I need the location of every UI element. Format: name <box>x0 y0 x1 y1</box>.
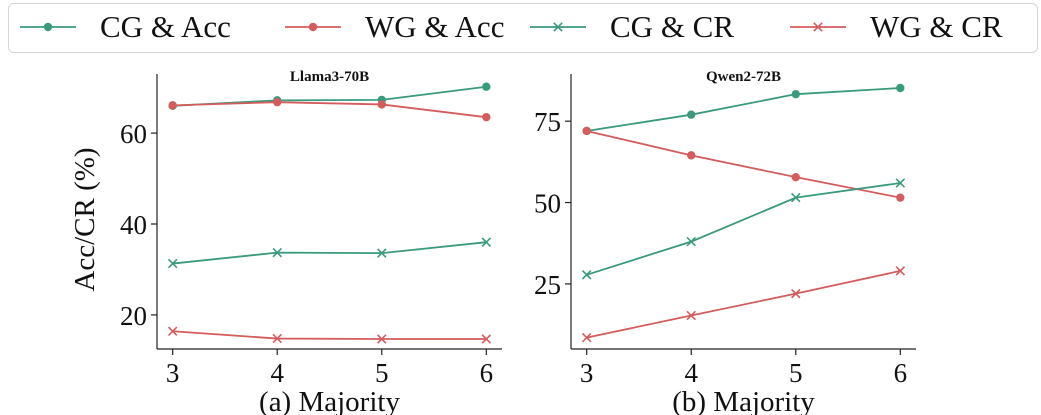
data-point <box>482 82 491 91</box>
legend-label: CG & CR <box>610 9 734 44</box>
x-tick-label: 6 <box>480 358 494 388</box>
data-point <box>687 151 696 160</box>
data-point <box>895 266 906 276</box>
y-tick-label: 25 <box>534 270 561 300</box>
x-tick-label: 6 <box>894 358 908 388</box>
legend-label: WG & Acc <box>365 9 504 44</box>
series-line <box>586 130 901 199</box>
legend-entries: CG & Acc WG & Acc CG & CR WG & CR <box>20 9 1003 44</box>
series-cg-and-acc <box>582 83 905 136</box>
x-tick-label: 5 <box>789 358 803 388</box>
legend-x-marker <box>553 22 563 32</box>
data-point <box>377 334 387 344</box>
data-point <box>791 89 800 99</box>
data-point <box>895 178 906 188</box>
data-point <box>168 101 177 110</box>
legend-item-cg-and-cr: CG & CR <box>530 9 734 44</box>
x-tick-label: 3 <box>580 358 594 388</box>
data-point <box>686 310 696 321</box>
data-point <box>167 326 178 337</box>
y-tick-label: 20 <box>120 301 147 331</box>
chart-panel-1: Llama3-70B 3 4 5 6 20 40 60 (a) Majority Acc/CR (… <box>69 69 502 415</box>
series-cg-and-cr <box>167 237 492 269</box>
data-point <box>581 270 592 280</box>
legend-item-wg-and-acc: WG & Acc <box>285 9 504 44</box>
y-axis-label: Acc/CR (%) <box>69 147 101 291</box>
data-point <box>272 247 282 258</box>
data-point <box>791 288 801 299</box>
x-tick-label: 3 <box>166 358 180 388</box>
y-tick-label: 40 <box>120 210 147 240</box>
data-point <box>482 112 491 122</box>
data-point <box>791 172 800 182</box>
data-point <box>791 192 801 203</box>
series-cg-and-acc <box>168 82 491 111</box>
x-axis-label: (b) Majority <box>672 386 815 415</box>
series-line <box>172 330 487 340</box>
data-point <box>481 334 492 344</box>
series-wg-and-cr <box>167 326 492 344</box>
legend-item-wg-and-cr: WG & CR <box>790 9 1003 44</box>
series-wg-and-cr <box>581 266 906 343</box>
data-point <box>896 193 905 202</box>
data-point <box>481 237 492 247</box>
data-point <box>581 332 592 343</box>
legend-label: CG & Acc <box>100 9 231 44</box>
x-axis-label: (a) Majority <box>259 386 400 415</box>
data-point <box>167 258 178 269</box>
series-line <box>586 270 901 339</box>
x-tick-label: 4 <box>684 358 698 388</box>
data-point <box>896 83 905 93</box>
series-cg-and-cr <box>581 178 906 280</box>
data-point <box>582 126 591 136</box>
legend-item-cg-and-acc: CG & Acc <box>20 9 231 44</box>
data-point <box>377 100 386 109</box>
series-wg-and-acc <box>582 126 905 202</box>
chart-panel-2: Qwen2-72B 3 4 5 6 25 50 75 (b) Majority <box>534 69 916 415</box>
series-line <box>172 101 487 119</box>
series-wg-and-acc <box>168 97 491 122</box>
data-point <box>687 110 696 119</box>
series-line <box>586 182 901 276</box>
chart-title: Qwen2-72B <box>706 69 781 85</box>
legend-circle-marker <box>308 22 318 32</box>
y-tick-label: 50 <box>534 189 561 219</box>
legend-label: WG & CR <box>870 9 1003 44</box>
legend-circle-marker <box>43 22 53 32</box>
data-point <box>686 236 696 247</box>
legend-x-marker <box>813 22 823 32</box>
data-point <box>272 333 282 344</box>
series-line <box>586 87 901 132</box>
series-line <box>172 241 487 265</box>
y-tick-label: 60 <box>120 119 147 149</box>
x-tick-label: 4 <box>270 358 284 388</box>
y-tick-label: 75 <box>534 107 561 137</box>
chart-title: Llama3-70B <box>290 69 369 85</box>
data-point <box>273 97 282 107</box>
x-tick-label: 5 <box>375 358 389 388</box>
data-point <box>377 248 387 258</box>
legend <box>8 3 1038 53</box>
